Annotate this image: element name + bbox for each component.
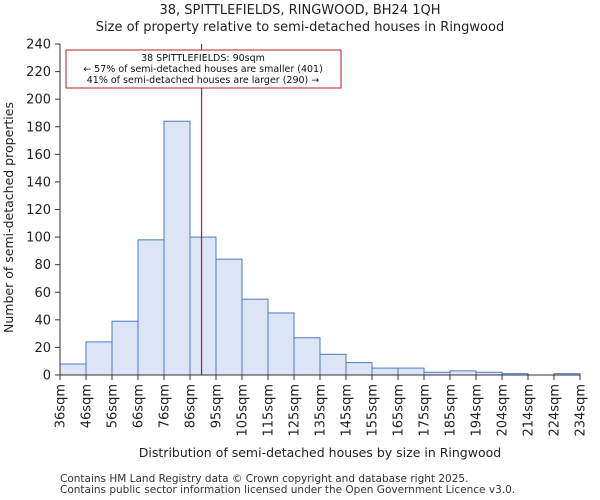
x-tick-label-86sqm: 86sqm bbox=[184, 384, 199, 428]
x-tick-label-155sqm: 155sqm bbox=[366, 384, 381, 437]
x-tick-label-66sqm: 66sqm bbox=[132, 384, 147, 428]
annotation-line-2: ← 57% of semi-detached houses are smalle… bbox=[83, 64, 323, 75]
bar-155sqm bbox=[371, 367, 399, 376]
y-tick-label: 120 bbox=[26, 203, 51, 218]
y-tick-label: 220 bbox=[26, 65, 51, 80]
annotation-box: 38 SPITTLEFIELDS: 90sqm ← 57% of semi-de… bbox=[65, 49, 342, 89]
x-tick-label-204sqm: 204sqm bbox=[496, 384, 511, 437]
y-tick-label: 20 bbox=[34, 341, 51, 356]
x-tick-label-214sqm: 214sqm bbox=[522, 384, 537, 437]
y-tick-label: 160 bbox=[26, 148, 51, 163]
x-tick-label-185sqm: 185sqm bbox=[444, 384, 459, 437]
x-axis-ticks: 36sqm 46sqm 56sqm 66sqm 76sqm 86sqm 95sqm 105sq… bbox=[54, 375, 589, 437]
y-tick-label: 40 bbox=[34, 313, 51, 328]
x-tick-label-105sqm: 105sqm bbox=[236, 384, 251, 437]
annotation-line-1: 38 SPITTLEFIELDS: 90sqm bbox=[141, 53, 265, 64]
histogram-bars bbox=[59, 120, 581, 376]
y-tick-label: 60 bbox=[34, 286, 51, 301]
x-tick-label-165sqm: 165sqm bbox=[392, 384, 407, 437]
bar-86sqm bbox=[189, 236, 217, 376]
y-axis-label: Number of semi-detached properties bbox=[1, 102, 16, 333]
bar-46sqm bbox=[85, 341, 113, 376]
y-tick-label: 80 bbox=[34, 258, 51, 273]
bar-95sqm bbox=[215, 258, 243, 376]
footer-line-2: Contains public sector information licen… bbox=[60, 484, 516, 496]
x-tick-label-56sqm: 56sqm bbox=[106, 384, 121, 428]
bar-56sqm bbox=[111, 320, 139, 376]
bar-135sqm bbox=[319, 353, 347, 376]
bar-145sqm bbox=[345, 362, 373, 376]
y-tick-label: 100 bbox=[26, 231, 51, 246]
bar-76sqm bbox=[163, 120, 191, 376]
x-tick-label-234sqm: 234sqm bbox=[574, 384, 589, 437]
bar-105sqm bbox=[241, 298, 269, 376]
x-tick-label-175sqm: 175sqm bbox=[418, 384, 433, 437]
y-tick-label: 0 bbox=[43, 369, 51, 384]
x-tick-label-76sqm: 76sqm bbox=[158, 384, 173, 428]
x-tick-label-95sqm: 95sqm bbox=[210, 384, 225, 428]
chart-subtitle: Size of property relative to semi-detach… bbox=[95, 20, 505, 35]
bar-66sqm bbox=[137, 239, 165, 376]
bar-125sqm bbox=[293, 337, 321, 376]
y-tick-label: 200 bbox=[26, 93, 51, 108]
x-tick-label-145sqm: 145sqm bbox=[340, 384, 355, 437]
bar-115sqm bbox=[267, 312, 295, 376]
x-tick-label-115sqm: 115sqm bbox=[262, 384, 277, 437]
x-tick-label-194sqm: 194sqm bbox=[470, 384, 485, 437]
footer-line-1: Contains HM Land Registry data © Crown c… bbox=[60, 473, 469, 485]
bar-165sqm bbox=[397, 367, 425, 376]
y-tick-label: 180 bbox=[26, 120, 51, 135]
bar-36sqm bbox=[59, 363, 87, 376]
x-tick-label-36sqm: 36sqm bbox=[54, 384, 69, 428]
annotation-frame bbox=[65, 49, 342, 89]
x-tick-label-125sqm: 125sqm bbox=[288, 384, 303, 437]
annotation-line-3: 41% of semi-detached houses are larger (… bbox=[87, 75, 320, 86]
y-tick-label: 240 bbox=[26, 38, 51, 53]
chart-title: 38, SPITTLEFIELDS, RINGWOOD, BH24 1QH bbox=[159, 3, 441, 18]
y-axis-ticks: 0 20 40 60 80 100 120 140 160 180 200 220 240 bbox=[26, 38, 60, 384]
bar-185sqm bbox=[449, 370, 477, 376]
x-tick-label-46sqm: 46sqm bbox=[80, 384, 95, 428]
x-axis-label: Distribution of semi-detached houses by … bbox=[139, 445, 501, 460]
x-tick-label-224sqm: 224sqm bbox=[548, 384, 563, 437]
y-tick-label: 140 bbox=[26, 175, 51, 190]
x-tick-label-135sqm: 135sqm bbox=[314, 384, 329, 437]
